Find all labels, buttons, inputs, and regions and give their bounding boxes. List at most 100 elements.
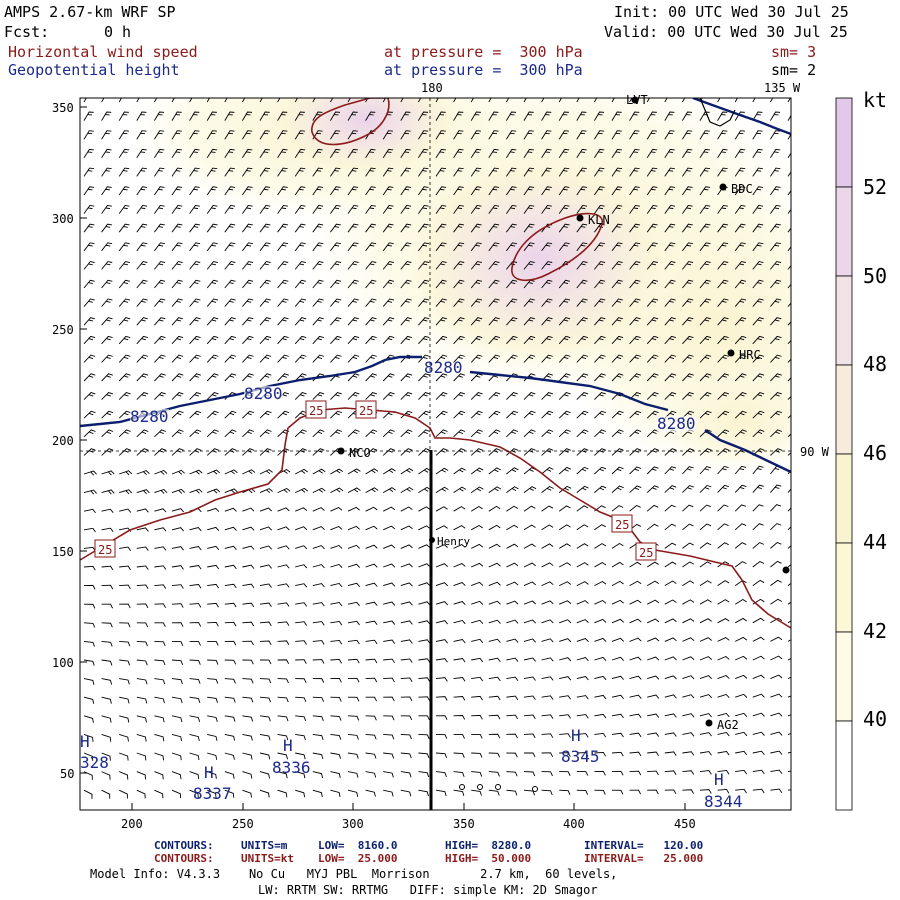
x-tick-label: 400: [563, 817, 585, 831]
wind-barb: [101, 696, 112, 704]
wind-barb: [488, 429, 501, 438]
wind-barb: [594, 111, 605, 121]
wind-barb: [347, 582, 360, 587]
wind-barb: [295, 564, 308, 569]
wind-barb: [611, 223, 623, 233]
wind-barb: [400, 98, 411, 103]
station-label: NCO: [349, 446, 371, 460]
wind-barb: [523, 186, 535, 196]
wind-barb: [347, 148, 358, 159]
wind-barb: [682, 789, 694, 794]
wind-barb: [717, 618, 730, 624]
wind-barb: [682, 186, 693, 196]
wind-barb: [224, 621, 237, 627]
wind-barb: [242, 242, 253, 252]
wind-barb: [330, 639, 343, 645]
wind-barb: [752, 674, 765, 680]
wind-barb: [699, 523, 712, 531]
wind-barb: [717, 750, 730, 756]
wind-barb: [488, 505, 501, 512]
wind-barb: [294, 429, 307, 438]
wind-barb: [224, 545, 237, 550]
wind-barb: [770, 392, 782, 400]
wind-barb: [541, 279, 553, 289]
wind-barb: [224, 715, 236, 722]
wind-barb: [365, 223, 377, 233]
wind-barb: [295, 715, 307, 722]
wind-barb: [136, 279, 148, 289]
wind-barb: [470, 98, 481, 103]
wind-barb: [347, 487, 361, 493]
wind-barb: [154, 565, 167, 570]
wind-barb: [453, 771, 465, 777]
wind-barb: [224, 186, 235, 196]
wind-barb: [717, 504, 729, 512]
wind-barb: [576, 752, 589, 757]
wind-barb: [365, 354, 377, 363]
wind-barb: [224, 678, 236, 684]
wind-barb: [717, 373, 729, 382]
wind-barb: [330, 204, 341, 214]
wind-barb: [171, 148, 182, 159]
wind-barb: [259, 223, 271, 233]
wind-barb: [576, 111, 587, 121]
wind-barb: [576, 638, 589, 643]
wind-barb: [206, 392, 219, 400]
wind-barb: [611, 111, 622, 121]
wind-barb: [312, 204, 324, 214]
wind-barb: [435, 563, 448, 568]
contour2-title: CONTOURS:: [154, 852, 214, 865]
colorbar-block: [835, 453, 853, 544]
wind-barb: [277, 354, 289, 363]
wind-barb: [770, 167, 781, 177]
wind-barb: [646, 111, 657, 121]
wind-barb: [382, 167, 394, 177]
field1-smoothing: sm= 3: [771, 43, 817, 61]
wind-barb: [699, 580, 712, 586]
wind-barb: [541, 619, 554, 624]
wind-barb: [506, 98, 516, 103]
high-marker: H: [80, 732, 90, 751]
wind-barb: [382, 130, 393, 140]
wind-barb: [717, 580, 730, 586]
wind-barb: [277, 410, 290, 419]
height-contour-label: 8280: [130, 407, 169, 426]
wind-barb: [382, 98, 393, 103]
wind-barb: [453, 506, 466, 512]
wind-barb: [594, 562, 607, 568]
wind-barb: [576, 279, 588, 289]
wind-barb: [629, 130, 640, 140]
wind-barb: [295, 545, 308, 550]
wind-barb: [83, 204, 95, 214]
wind-barb: [541, 676, 554, 681]
wind-barb: [541, 392, 554, 400]
wind-barb: [101, 410, 114, 419]
wind-barb: [400, 696, 413, 702]
wind-barb: [523, 752, 536, 758]
wind-barb: [259, 317, 272, 326]
wind-barb: [259, 204, 271, 214]
wind-barb: [119, 733, 129, 742]
wind-barb: [453, 242, 465, 252]
wind-barb: [189, 410, 202, 419]
wind-barb: [664, 111, 675, 121]
wind-barb: [312, 261, 324, 270]
wind-barb: [664, 354, 677, 363]
wind-barb: [558, 223, 570, 233]
wind-barb: [118, 317, 131, 326]
wind-barb: [207, 583, 220, 589]
wind-barb: [629, 298, 641, 307]
wind-barb: [558, 392, 571, 400]
wind-barb: [488, 771, 500, 777]
wind-barb: [400, 563, 413, 568]
wind-barb: [558, 186, 570, 196]
wind-barb: [735, 674, 748, 680]
wind-barb: [382, 487, 396, 493]
wind-barb: [506, 524, 519, 531]
wind-barb: [330, 659, 343, 664]
wind-barb: [101, 489, 115, 495]
wind-barb: [471, 581, 484, 587]
wind-barb: [471, 657, 484, 663]
wind-barb: [453, 354, 465, 363]
wind-barb: [611, 656, 625, 661]
